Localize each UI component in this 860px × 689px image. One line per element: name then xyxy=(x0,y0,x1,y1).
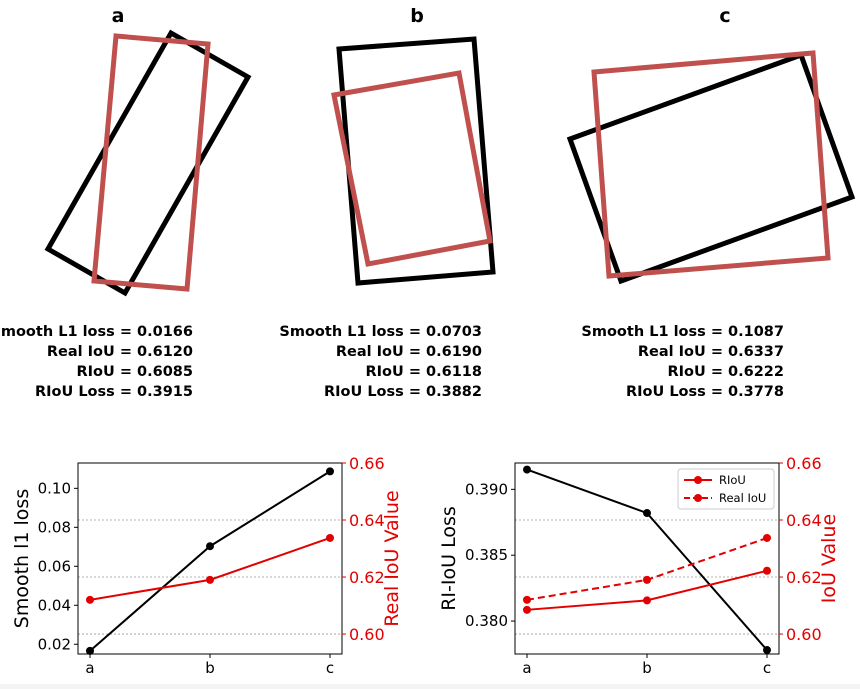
x-tick-label: a xyxy=(85,659,94,677)
data-point xyxy=(763,566,771,575)
stat-line: Smooth L1 loss = 0.0166 xyxy=(0,324,193,340)
stat-line: RIoU Loss = 0.3915 xyxy=(35,384,193,400)
y2-tick-label: 0.66 xyxy=(349,454,385,473)
data-point xyxy=(86,646,94,655)
y-tick-label: 0.02 xyxy=(38,635,71,653)
data-point xyxy=(206,542,214,551)
x-tick-label: b xyxy=(205,659,215,677)
y-tick-label: 0.06 xyxy=(38,557,71,575)
stat-line: Smooth L1 loss = 0.1087 xyxy=(581,324,784,340)
y2-tick-label: 0.62 xyxy=(349,568,385,587)
bottom-strip xyxy=(0,684,860,689)
stats-a: Smooth L1 loss = 0.0166 Real IoU = 0.612… xyxy=(0,324,193,400)
boxes-a xyxy=(44,29,252,297)
y2-axis-label: IoU Value xyxy=(818,514,840,603)
y2-tick-label: 0.64 xyxy=(349,511,385,530)
y2-tick-label: 0.60 xyxy=(786,625,822,644)
y-axis-label: Smooth l1 loss xyxy=(11,489,33,628)
data-point xyxy=(763,646,771,655)
prediction-box-a xyxy=(44,29,252,297)
data-point xyxy=(523,595,531,604)
y-tick-label: 0.385 xyxy=(465,546,508,564)
x-tick-label: c xyxy=(763,659,771,677)
y2-tick-label: 0.60 xyxy=(349,625,385,644)
stat-line: Real IoU = 0.6190 xyxy=(336,344,482,360)
y-axis-label: RI-IoU Loss xyxy=(438,506,460,611)
data-point xyxy=(326,533,334,542)
data-point xyxy=(326,467,334,476)
data-point xyxy=(763,533,771,542)
stat-line: Real IoU = 0.6120 xyxy=(47,344,193,360)
stat-line: RIoU = 0.6222 xyxy=(667,364,784,380)
legend-marker xyxy=(694,476,702,484)
stat-line: Real IoU = 0.6337 xyxy=(638,344,784,360)
data-point xyxy=(643,509,651,518)
legend-label: Real IoU xyxy=(719,491,766,505)
panel-label-c: c xyxy=(719,5,730,27)
x-tick-label: b xyxy=(642,659,652,677)
stats-b: Smooth L1 loss = 0.0703 Real IoU = 0.619… xyxy=(279,324,482,400)
stat-line: Smooth L1 loss = 0.0703 xyxy=(279,324,482,340)
chart-riou-loss: 0.380 0.385 0.390 0.60 0.62 0.64 0.66 a b c RI-IoU… xyxy=(438,454,840,677)
boxes-b xyxy=(331,36,496,286)
ground-truth-box-c xyxy=(591,50,831,279)
legend-marker xyxy=(694,494,702,502)
y-tick-label: 0.10 xyxy=(38,479,71,497)
y2-tick-label: 0.62 xyxy=(786,568,822,587)
series-line xyxy=(526,537,768,601)
stat-line: RIoU Loss = 0.3778 xyxy=(626,384,784,400)
prediction-box-c xyxy=(566,51,856,285)
stat-line: RIoU Loss = 0.3882 xyxy=(324,384,482,400)
y2-tick-label: 0.66 xyxy=(786,454,822,473)
stat-line: RIoU = 0.6118 xyxy=(365,364,482,380)
data-point xyxy=(523,465,531,474)
data-point xyxy=(206,575,214,584)
boxes-c xyxy=(566,50,856,285)
stats-c: Smooth L1 loss = 0.1087 Real IoU = 0.633… xyxy=(581,324,784,400)
y-tick-label: 0.380 xyxy=(465,612,508,630)
stat-line: RIoU = 0.6085 xyxy=(76,364,193,380)
y-tick-label: 0.04 xyxy=(38,596,71,614)
prediction-box-b xyxy=(336,36,496,286)
data-point xyxy=(643,575,651,584)
y2-axis-label: Real IoU Value xyxy=(381,490,403,626)
panel-label-b: b xyxy=(410,5,424,27)
ground-truth-box-a xyxy=(91,33,211,292)
series-line xyxy=(89,470,331,652)
panel-label-a: a xyxy=(112,5,125,27)
data-point xyxy=(86,595,94,604)
data-point xyxy=(523,605,531,614)
ground-truth-box-b xyxy=(331,70,493,267)
plot-frame xyxy=(77,462,343,655)
y-tick-label: 0.390 xyxy=(465,480,508,498)
y-tick-label: 0.08 xyxy=(38,518,71,536)
x-tick-label: a xyxy=(522,659,531,677)
x-tick-label: c xyxy=(326,659,334,677)
data-point xyxy=(643,596,651,605)
chart-smooth-l1: 0.02 0.04 0.06 0.08 0.10 0.60 0.62 0.64 0.66 a b c S… xyxy=(11,454,403,677)
legend-label: RIoU xyxy=(719,473,746,487)
y2-tick-label: 0.64 xyxy=(786,511,822,530)
